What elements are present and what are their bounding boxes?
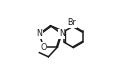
Text: N: N <box>59 29 65 38</box>
Text: N: N <box>36 29 42 38</box>
Text: Br: Br <box>68 18 76 27</box>
Text: O: O <box>40 43 47 52</box>
